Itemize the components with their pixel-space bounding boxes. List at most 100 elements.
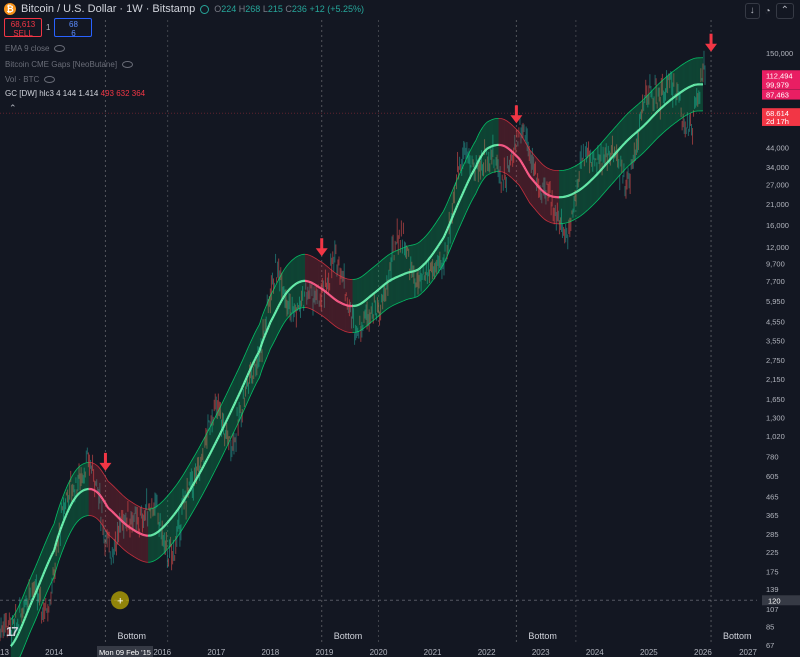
indicator-gc[interactable]: GC [DW] hlc3 4 144 1.414 493 632 364 [5,89,146,98]
band-lower [579,215,581,217]
basis-segment [424,261,427,265]
basis-segment [62,517,66,522]
basis-segment [381,285,384,288]
sell-button[interactable]: 68,613 SELL [4,18,42,38]
buy-button[interactable]: 68 6 [54,18,93,38]
basis-segment [600,167,604,171]
basis-segment [233,400,237,405]
band-lower [155,558,158,561]
band-lower [206,484,208,488]
band-upper [623,115,626,118]
indicator-volume[interactable]: Vol · BTC [5,75,56,84]
band-upper [385,255,388,258]
chevron-up-button[interactable]: ⌃ [775,3,794,19]
band-lower [117,543,120,546]
basis-segment [592,175,596,179]
symbol-title[interactable]: Bitcoin / U.S. Dollar · 1W · Bitstamp [21,3,196,15]
basis-segment [434,247,438,251]
basis-segment [170,516,173,520]
basis-segment [205,457,209,461]
band-upper [452,186,455,190]
band-upper [25,586,28,590]
band-lower [199,496,202,500]
basis-segment [93,489,96,492]
band-upper [182,473,185,476]
band-upper [64,488,67,492]
band-lower [525,195,528,198]
basis-segment [333,297,336,301]
band-lower [177,535,179,538]
basis-segment [535,183,539,187]
band-lower [679,118,682,120]
basis-segment [20,623,24,627]
band-upper [477,133,480,136]
band-lower [234,427,237,431]
basis-segment [635,131,638,134]
basis-segment [465,183,469,187]
band-upper [223,397,226,400]
basis-segment [579,188,582,191]
band-upper [445,204,447,207]
price-tick-label: 21,000 [766,200,789,209]
band-upper [433,224,436,227]
basis-segment [524,168,528,172]
basis-segment [657,108,661,112]
band-lower [517,183,520,186]
indicator-ema[interactable]: EMA 9 close [5,44,66,53]
arrow-down-button[interactable]: ↓ [744,3,760,19]
basis-segment [516,155,519,159]
band-upper [625,113,628,116]
eye-icon[interactable] [122,61,134,68]
band-upper [535,156,537,158]
basis-segment [589,179,593,182]
band-upper [473,142,476,145]
band-lower [379,314,381,316]
band-upper [285,266,287,268]
band-upper [484,123,486,126]
collapse-legend-icon[interactable]: ⌃ [9,103,17,113]
band-lower [582,212,585,215]
band-upper [635,104,638,107]
band-lower [62,547,65,551]
basis-segment [331,296,334,299]
band-upper [581,160,584,163]
band-lower [685,114,687,116]
basis-segment [212,445,216,449]
band-lower [508,174,510,177]
band-upper [530,151,533,153]
band-upper [393,251,395,253]
band-upper [605,136,607,139]
band-lower [383,310,386,312]
indicator-cme-gaps[interactable]: Bitcoin CME Gaps [NeoButane] [5,60,134,69]
price-tick-label: 3,550 [766,336,785,345]
order-quantity[interactable]: 1 [46,23,51,32]
basis-segment [585,183,588,186]
eye-icon[interactable] [54,45,66,52]
bell-icon[interactable]: ◔ [764,5,771,17]
band-lower [329,321,332,324]
band-upper [138,505,140,508]
band-lower [207,482,210,486]
band-upper [214,414,217,418]
band-lower [126,551,128,553]
band-upper [250,338,253,342]
band-lower [337,327,339,329]
band-upper [657,83,659,86]
basis-segment [227,414,231,418]
band-lower [209,478,212,481]
basis-segment [24,612,29,617]
band-upper [106,479,109,482]
band-upper [75,468,78,471]
basis-segment [606,160,610,163]
eye-icon[interactable] [44,76,56,83]
basis-segment [73,496,77,500]
basis-segment [474,164,478,168]
band-lower [25,639,28,643]
basis-segment [290,286,293,289]
basis-segment [572,192,575,195]
band-lower [183,524,186,528]
band-lower [516,182,519,185]
band-upper [459,171,462,175]
band-upper [69,477,72,480]
